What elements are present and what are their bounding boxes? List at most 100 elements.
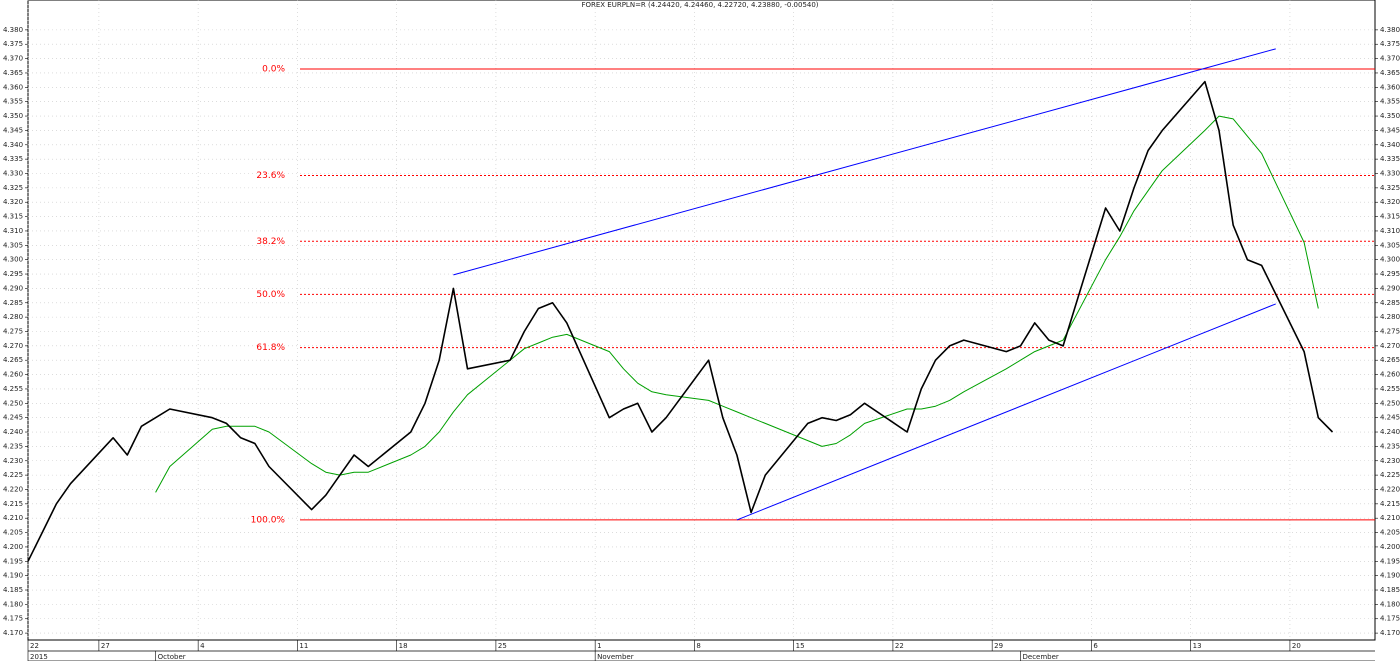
y-tick-label: 4.340 [1380, 141, 1400, 149]
y-tick-label: 4.330 [3, 170, 23, 178]
y-tick-label: 4.250 [3, 399, 23, 407]
y-tick-label: 4.315 [1380, 213, 1400, 221]
y-tick-label: 4.230 [1380, 457, 1400, 465]
y-tick-label: 4.350 [1380, 112, 1400, 120]
y-tick-label: 4.200 [3, 543, 23, 551]
y-tick-label: 4.305 [3, 241, 23, 249]
x-tick-label: 29 [994, 642, 1003, 650]
y-tick-label: 4.195 [3, 557, 23, 565]
y-tick-label: 4.285 [3, 299, 23, 307]
y-tick-label: 4.275 [3, 327, 23, 335]
fib-label: 61.8% [256, 343, 285, 353]
x-tick-label: 22 [30, 642, 39, 650]
y-tick-label: 4.365 [1380, 69, 1400, 77]
y-tick-label: 4.250 [1380, 399, 1400, 407]
x-period-label: December [1023, 653, 1059, 661]
y-tick-label: 4.295 [1380, 270, 1400, 278]
y-tick-label: 4.335 [1380, 155, 1400, 163]
x-tick-label: 20 [1292, 642, 1301, 650]
y-tick-label: 4.255 [3, 385, 23, 393]
y-tick-label: 4.210 [3, 514, 23, 522]
y-tick-label: 4.285 [1380, 299, 1400, 307]
y-tick-label: 4.325 [1380, 184, 1400, 192]
y-tick-label: 4.205 [3, 529, 23, 537]
y-tick-label: 4.380 [3, 26, 23, 34]
y-tick-label: 4.375 [1380, 40, 1400, 48]
y-tick-label: 4.270 [1380, 342, 1400, 350]
x-tick-label: 6 [1093, 642, 1098, 650]
y-tick-label: 4.345 [1380, 126, 1400, 134]
y-tick-label: 4.180 [3, 600, 23, 608]
x-tick-label: 1 [597, 642, 601, 650]
y-tick-label: 4.350 [3, 112, 23, 120]
y-tick-label: 4.365 [3, 69, 23, 77]
y-tick-label: 4.210 [1380, 514, 1400, 522]
y-tick-label: 4.360 [3, 83, 23, 91]
chart-title: FOREX EURPLN=R (4.24420, 4.24460, 4.2272… [581, 1, 818, 9]
y-tick-label: 4.225 [3, 471, 23, 479]
y-tick-label: 4.255 [1380, 385, 1400, 393]
y-tick-label: 4.375 [3, 40, 23, 48]
y-tick-label: 4.280 [3, 313, 23, 321]
y-tick-label: 4.300 [3, 256, 23, 264]
plot-frame [27, 0, 1376, 641]
y-tick-label: 4.260 [1380, 371, 1400, 379]
x-tick-label: 27 [101, 642, 110, 650]
y-tick-label: 4.380 [1380, 26, 1400, 34]
y-tick-label: 4.345 [3, 126, 23, 134]
y-tick-label: 4.310 [1380, 227, 1400, 235]
y-tick-label: 4.215 [1380, 500, 1400, 508]
y-tick-label: 4.235 [1380, 442, 1400, 450]
y-tick-label: 4.215 [3, 500, 23, 508]
y-tick-label: 4.170 [3, 629, 23, 637]
y-tick-label: 4.205 [1380, 529, 1400, 537]
y-tick-label: 4.340 [3, 141, 23, 149]
y-tick-label: 4.180 [1380, 600, 1400, 608]
x-tick-label: 4 [200, 642, 205, 650]
y-tick-label: 4.335 [3, 155, 23, 163]
y-tick-label: 4.270 [3, 342, 23, 350]
y-tick-label: 4.225 [1380, 471, 1400, 479]
y-tick-label: 4.240 [3, 428, 23, 436]
x-tick-label: 13 [1193, 642, 1202, 650]
y-tick-label: 4.170 [1380, 629, 1400, 637]
fib-label: 0.0% [262, 64, 285, 74]
fib-label: 100.0% [251, 515, 286, 525]
y-tick-label: 4.290 [1380, 284, 1400, 292]
y-tick-label: 4.190 [1380, 572, 1400, 580]
y-tick-label: 4.360 [1380, 83, 1400, 91]
y-tick-label: 4.310 [3, 227, 23, 235]
y-tick-label: 4.300 [1380, 256, 1400, 264]
series-line [27, 80, 1334, 562]
trend-line [453, 48, 1276, 276]
y-tick-label: 4.320 [1380, 198, 1400, 206]
series-line [155, 115, 1319, 493]
y-tick-label: 4.355 [3, 98, 23, 106]
fib-label: 50.0% [256, 290, 285, 300]
y-tick-label: 4.265 [1380, 356, 1400, 364]
y-tick-label: 4.295 [3, 270, 23, 278]
x-period-label: 2015 [30, 653, 48, 661]
y-tick-label: 4.370 [3, 55, 23, 63]
y-tick-label: 4.240 [1380, 428, 1400, 436]
y-tick-label: 4.185 [1380, 586, 1400, 594]
y-tick-label: 4.195 [1380, 557, 1400, 565]
y-tick-label: 4.220 [1380, 485, 1400, 493]
y-tick-label: 4.290 [3, 284, 23, 292]
y-tick-label: 4.235 [3, 442, 23, 450]
y-tick-label: 4.220 [3, 485, 23, 493]
x-tick-label: 8 [696, 642, 700, 650]
x-tick-label: 11 [299, 642, 308, 650]
y-tick-label: 4.355 [1380, 98, 1400, 106]
y-tick-label: 4.260 [3, 371, 23, 379]
x-tick-label: 18 [399, 642, 408, 650]
y-tick-label: 4.370 [1380, 55, 1400, 63]
trend-line [736, 303, 1276, 521]
x-tick-label: 25 [498, 642, 507, 650]
y-tick-label: 4.245 [1380, 414, 1400, 422]
fib-label: 23.6% [256, 171, 285, 181]
y-tick-label: 4.280 [1380, 313, 1400, 321]
y-tick-label: 4.175 [3, 615, 23, 623]
